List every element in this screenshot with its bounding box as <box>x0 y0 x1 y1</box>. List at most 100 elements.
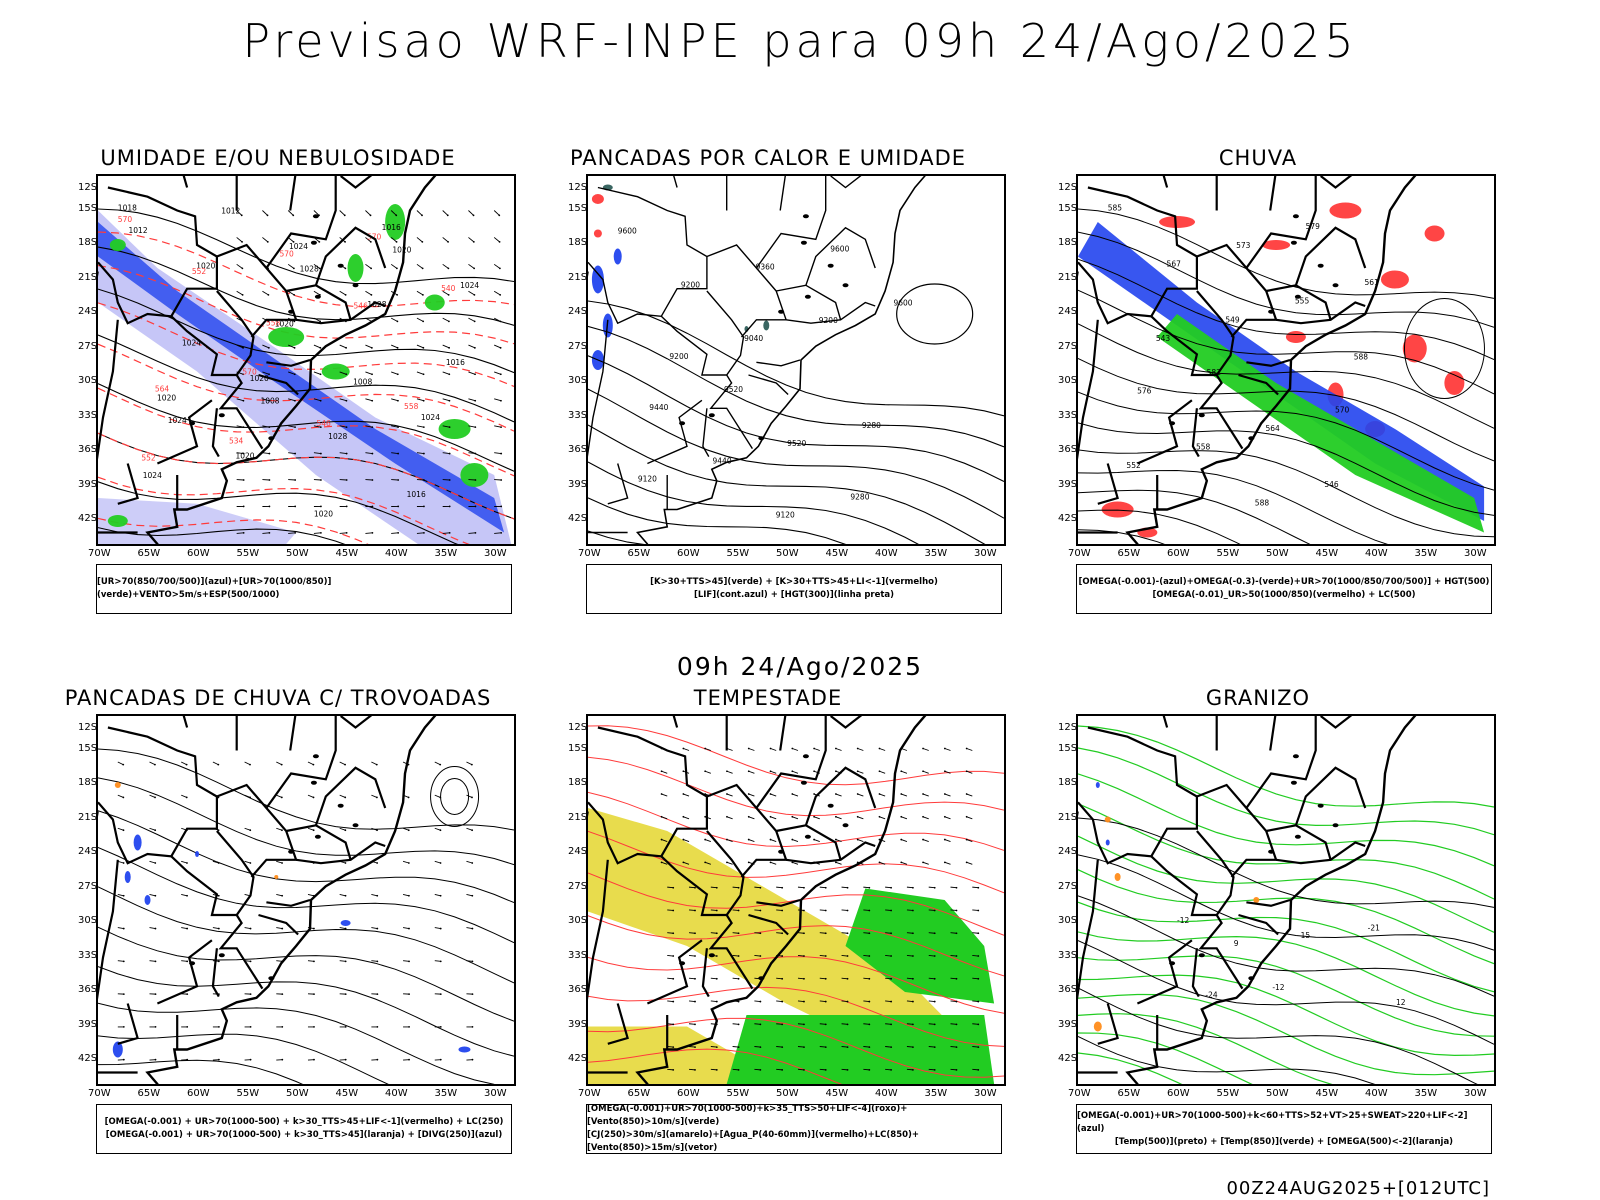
map-frame[interactable] <box>96 714 516 1086</box>
map-panel-6: GRANIZO 12S 15S 18S 21S 24S 27S 30S 33S 36S 39S 42… <box>1038 686 1496 1166</box>
panel-title: TEMPESTADE <box>693 686 843 710</box>
lat-tick-label: 33S <box>568 409 588 421</box>
lon-tick-label: 60W <box>677 548 700 559</box>
lat-tick-label: 36S <box>78 984 98 995</box>
contour-label: 9280 <box>862 421 881 430</box>
contour-label: 1024 <box>168 416 187 425</box>
map-canvas <box>588 716 1004 1084</box>
lat-tick-label: 12S <box>1058 722 1078 733</box>
map-frame[interactable] <box>586 714 1006 1086</box>
contour-label: -12 <box>1177 916 1189 925</box>
legend-line: [Temp(500)](preto) + [Temp(850)](verde) … <box>1114 1136 1454 1147</box>
map-frame[interactable]: 9600 9520 9600 9440 9360 9280 9200 9520 9600 9440… <box>586 174 1006 546</box>
lon-tick-label: 70W <box>578 548 601 559</box>
lat-tick-label: 21S <box>78 811 98 823</box>
lat-tick-label: 27S <box>78 880 98 892</box>
lat-tick-label: 12S <box>78 722 98 733</box>
contour-label: 1016 <box>446 358 465 367</box>
lat-tick-label: 30S <box>1058 915 1078 926</box>
lon-tick-label: 50W <box>286 1088 309 1099</box>
lat-tick-label: 39S <box>78 1018 98 1030</box>
lon-tick-label: 55W <box>726 548 750 559</box>
lat-tick-label: 33S <box>568 949 588 961</box>
lon-tick-label: 65W <box>137 1088 161 1099</box>
contour-label: 9440 <box>713 457 732 466</box>
contour-label: 1020 <box>314 509 333 518</box>
contour-label: 558 <box>266 319 281 328</box>
lat-tick-label: 39S <box>568 478 588 490</box>
lon-tick-label: 60W <box>1167 1088 1190 1099</box>
legend-line: [OMEGA(-0.001) + UR>70(1000-500) + k>30_… <box>104 1117 504 1127</box>
map-canvas <box>98 716 514 1084</box>
contour-label: 1008 <box>260 397 279 406</box>
lat-tick-label: 42S <box>78 513 98 524</box>
lat-tick-label: 42S <box>78 1053 98 1064</box>
lon-tick-label: 65W <box>627 1088 651 1099</box>
contour-label: 9040 <box>744 334 763 343</box>
contour-label: 534 <box>229 436 244 445</box>
map-frame[interactable]: 1018 1020 1016 1020 1024 1024 1020 1028 1024 1020… <box>96 174 516 546</box>
contour-label: 1018 <box>118 204 137 213</box>
contour-label: 552 <box>141 454 156 463</box>
lat-tick-label: 24S <box>1058 846 1078 857</box>
contour-label: 9440 <box>649 403 668 412</box>
contour-label: 540 <box>441 284 456 293</box>
contour-label: 546 <box>1324 480 1339 489</box>
lon-tick-label: 55W <box>236 1088 260 1099</box>
lon-tick-label: 40W <box>1365 548 1388 559</box>
lon-tick-label: 30W <box>974 1088 997 1099</box>
lon-tick-label: 45W <box>1315 548 1339 559</box>
lat-tick-label: 15S <box>1058 202 1078 214</box>
contour-label: 564 <box>1265 424 1280 433</box>
map-frame[interactable]: 585 582 579 576 573 570 567 564 561 558 555 552 549 5… <box>1076 174 1496 546</box>
lat-tick-label: 15S <box>1058 742 1078 754</box>
run-timestamp: 00Z24AUG2025+[012UTC] <box>1226 1178 1490 1199</box>
lat-tick-label: 42S <box>568 1053 588 1064</box>
lon-tick-label: 50W <box>1266 1088 1289 1099</box>
lat-tick-label: 30S <box>78 915 98 926</box>
lat-tick-label: 36S <box>568 984 588 995</box>
lon-tick-label: 45W <box>825 1088 849 1099</box>
map-panel-3: CHUVA 12S 15S 18S 21S 24S 27S 30S 33S 36S 39S 42S … <box>1038 146 1496 626</box>
lon-tick-label: 65W <box>1117 1088 1141 1099</box>
lat-tick-label: 39S <box>1058 478 1078 490</box>
contour-label: 1020 <box>157 393 176 402</box>
map-canvas: -12 -12 -21 -24 15 12 9 <box>1078 716 1494 1084</box>
lat-tick-label: 36S <box>1058 984 1078 995</box>
lon-tick-label: 45W <box>335 1088 359 1099</box>
lon-tick-label: 40W <box>875 1088 898 1099</box>
contour-label: 1024 <box>143 471 162 480</box>
lat-tick-label: 33S <box>78 409 98 421</box>
contour-label: 1012 <box>129 226 148 235</box>
contour-label: 1016 <box>407 490 426 499</box>
lat-tick-label: 12S <box>78 182 98 193</box>
lat-tick-label: 39S <box>1058 1018 1078 1030</box>
lat-tick-label: 21S <box>78 271 98 283</box>
legend-line: [LIF](cont.azul) + [HGT(300)](linha pret… <box>693 590 895 600</box>
lat-tick-label: 21S <box>1058 271 1078 283</box>
lat-tick-label: 36S <box>568 444 588 455</box>
legend-line: [OMEGA(-0.001)-(azul)+OMEGA(-0.3)-(verde… <box>1078 577 1490 587</box>
lat-tick-label: 21S <box>1058 811 1078 823</box>
lat-tick-label: 30S <box>78 375 98 386</box>
map-frame[interactable]: -12 -12 -21 -24 15 12 9 <box>1076 714 1496 1086</box>
contour-label: -12 <box>1272 983 1284 992</box>
contour-label: 573 <box>1236 241 1251 250</box>
lon-tick-label: 30W <box>1464 1088 1487 1099</box>
contour-label: 1020 <box>235 451 254 460</box>
lat-tick-label: 33S <box>1058 409 1078 421</box>
contour-label: 1020 <box>196 261 215 270</box>
lon-tick-label: 30W <box>1464 548 1487 559</box>
contour-label: 9120 <box>776 511 795 520</box>
lat-tick-label: 15S <box>568 202 588 214</box>
lon-tick-label: 50W <box>286 548 309 559</box>
lon-tick-label: 70W <box>1068 548 1091 559</box>
contour-label: 549 <box>1225 315 1240 324</box>
contour-label: 588 <box>1354 353 1369 362</box>
map-canvas: 585 582 579 576 573 570 567 564 561 558 555 552 549 5… <box>1078 176 1494 544</box>
lon-tick-label: 70W <box>578 1088 601 1099</box>
lat-tick-label: 24S <box>78 846 98 857</box>
legend-line: [OMEGA(-0.01)_UR>50(1000/850)(vermelho) … <box>1152 590 1416 600</box>
panel-legend: [OMEGA(-0.001)+UR>70(1000-500)+k<60+TTS>… <box>1076 1104 1492 1154</box>
contour-label: 558 <box>404 402 419 411</box>
